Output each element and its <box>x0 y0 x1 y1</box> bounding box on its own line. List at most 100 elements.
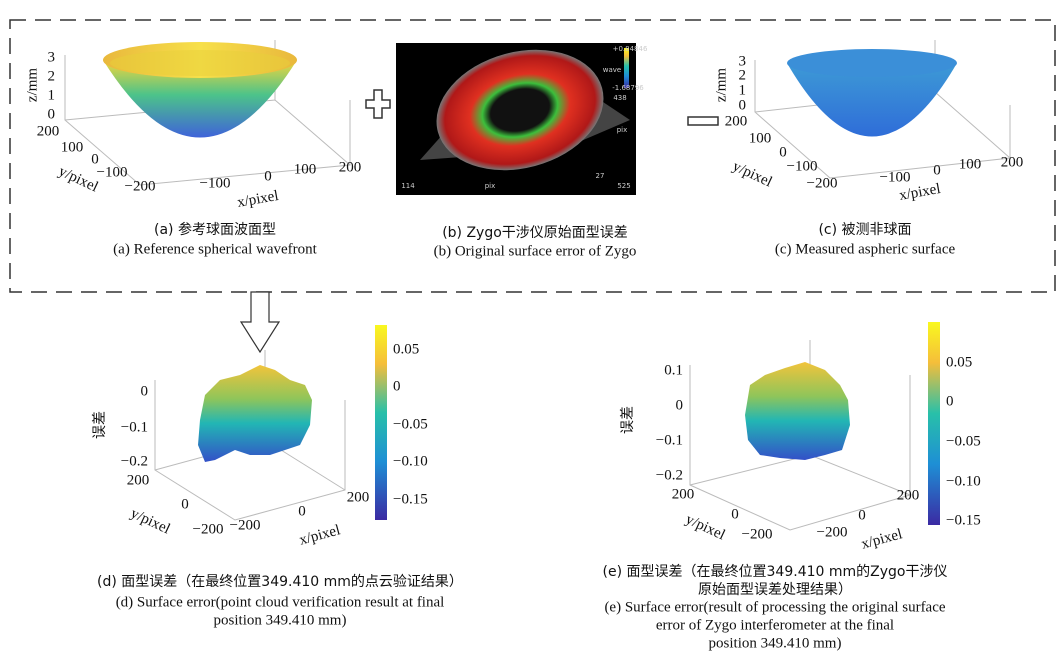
x-axis-label: x/pixel <box>898 181 942 204</box>
y-tick-label: 0 <box>731 506 739 522</box>
image-text: 27 <box>596 172 605 180</box>
z-tick-label: −0.2 <box>121 453 148 469</box>
caption-en: position 349.410 mm) <box>709 635 842 651</box>
z-tick-label: 0 <box>48 106 56 122</box>
y-tick-label: −200 <box>742 526 773 542</box>
colorbar-tick-label: −0.15 <box>946 512 981 528</box>
x-tick-label: 0 <box>858 507 866 523</box>
y-tick-label: 0 <box>779 144 787 160</box>
z-tick-label: 3 <box>739 53 747 69</box>
y-tick-label: 0 <box>181 496 189 512</box>
image-text: 525 <box>617 182 630 190</box>
colorbar-tick-label: 0.05 <box>393 341 419 357</box>
caption-cn: (b) Zygo干涉仪原始面型误差 <box>442 225 628 241</box>
y-tick-label: −200 <box>193 521 224 537</box>
z-tick-label: 0 <box>141 383 149 399</box>
image-text: +0.84846 <box>613 45 648 53</box>
z-tick-label: 2 <box>48 68 56 84</box>
z-tick-label: 0.1 <box>664 362 683 378</box>
dashed-frame <box>9 19 1056 293</box>
y-tick-label: −200 <box>125 178 156 194</box>
x-tick-label: 200 <box>339 159 362 175</box>
colorbar-tick-label: −0.05 <box>393 416 428 432</box>
caption-en: (d) Surface error(point cloud verificati… <box>116 594 445 610</box>
caption-en: (b) Original surface error of Zygo <box>434 243 637 259</box>
x-tick-label: −200 <box>230 517 261 533</box>
z-axis-label: 误差 <box>620 406 636 434</box>
image-text: 438 <box>613 94 626 102</box>
colorbar <box>928 322 940 525</box>
y-tick-label: −200 <box>807 175 838 191</box>
y-tick-label: −100 <box>97 164 128 180</box>
caption-cn: (a) 参考球面波面型 <box>154 221 276 238</box>
x-tick-label: 100 <box>294 161 317 177</box>
y-axis-label: y/pixel <box>56 163 101 195</box>
x-axis-label: x/pixel <box>860 526 904 552</box>
z-tick-label: 3 <box>48 49 56 65</box>
colorbar-tick-label: −0.15 <box>393 491 428 507</box>
caption-cn: (e) 面型误差（在最终位置349.410 mm的Zygo干涉仪 <box>603 564 948 580</box>
y-tick-label: −100 <box>787 158 818 174</box>
plus-operator <box>365 89 391 119</box>
panel-c-plot <box>754 40 1011 179</box>
caption-cn: (d) 面型误差（在最终位置349.410 mm的点云验证结果） <box>97 574 463 590</box>
colorbar-tick-label: 0 <box>946 393 954 409</box>
caption-en: position 349.410 mm) <box>214 612 347 628</box>
z-axis-label: 误差 <box>92 411 108 439</box>
caption-en: error of Zygo interferometer at the fina… <box>656 617 894 633</box>
x-axis-label: x/pixel <box>236 188 280 211</box>
caption-en: (e) Surface error(result of processing t… <box>604 599 945 615</box>
caption-cn: (c) 被测非球面 <box>818 222 911 238</box>
z-tick-label: −0.2 <box>656 467 683 483</box>
x-tick-label: 0 <box>933 162 941 178</box>
y-tick-label: 200 <box>725 113 748 129</box>
colorbar-tick-label: −0.10 <box>946 473 981 489</box>
x-tick-label: −100 <box>880 169 911 185</box>
z-tick-label: 1 <box>739 82 747 98</box>
y-tick-label: 200 <box>37 123 60 139</box>
x-tick-label: 0 <box>264 168 272 184</box>
colorbar-tick-label: 0.05 <box>946 354 972 370</box>
z-axis-label: z/mm <box>713 68 729 102</box>
panel-a-plot <box>64 40 351 186</box>
x-tick-label: 100 <box>959 156 982 172</box>
z-tick-label: 0 <box>676 397 684 413</box>
y-tick-label: 200 <box>127 472 150 488</box>
z-tick-label: 1 <box>48 87 56 103</box>
x-tick-label: 200 <box>897 487 920 503</box>
panel-e-plot <box>689 322 940 531</box>
panel-b-image <box>396 43 636 195</box>
image-text: -1.68796 <box>612 84 644 92</box>
caption-en: (a) Reference spherical wavefront <box>113 241 317 257</box>
panel-d-plot <box>154 325 387 521</box>
x-tick-label: 200 <box>347 489 370 505</box>
z-tick-label: −0.1 <box>121 419 148 435</box>
x-tick-label: −200 <box>817 524 848 540</box>
y-axis-label: y/pixel <box>730 158 775 190</box>
caption-en: (c) Measured aspheric surface <box>775 241 956 257</box>
x-tick-label: 200 <box>1001 154 1024 170</box>
image-text: pix <box>617 126 628 134</box>
y-tick-label: 100 <box>749 130 772 146</box>
x-tick-label: 0 <box>298 503 306 519</box>
image-text: pix <box>485 182 496 190</box>
image-text: 114 <box>401 182 415 190</box>
colorbar-tick-label: −0.10 <box>393 453 428 469</box>
y-tick-label: 200 <box>672 486 695 502</box>
caption-cn: 原始面型误差处理结果） <box>698 582 852 598</box>
image-text: wave <box>603 66 621 74</box>
colorbar-tick-label: −0.05 <box>946 433 981 449</box>
colorbar <box>375 325 387 520</box>
x-axis-label: x/pixel <box>298 522 342 548</box>
z-tick-label: 0 <box>739 97 747 113</box>
y-tick-label: 100 <box>61 139 84 155</box>
x-tick-label: −100 <box>200 175 231 191</box>
down-arrow <box>239 291 281 354</box>
z-axis-label: z/mm <box>24 68 40 102</box>
z-tick-label: −0.1 <box>656 432 683 448</box>
z-tick-label: 2 <box>739 67 747 83</box>
minus-operator <box>687 116 719 126</box>
colorbar-tick-label: 0 <box>393 378 401 394</box>
y-axis-label: y/pixel <box>128 505 173 537</box>
